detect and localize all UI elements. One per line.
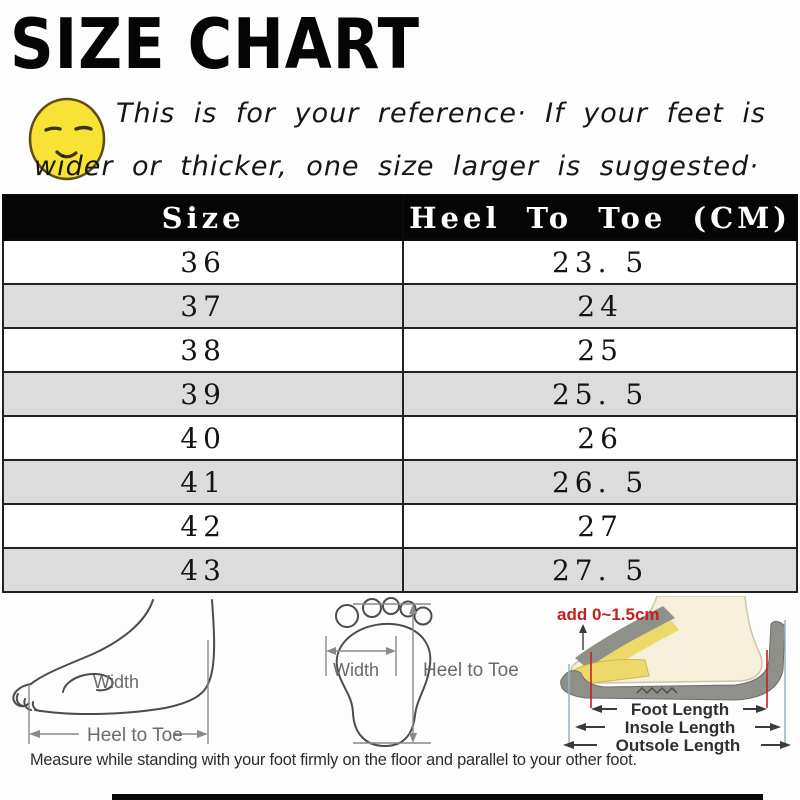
length-cell: 25. 5 (402, 371, 798, 417)
reference-note-line1: This is for your reference· If your feet… (116, 98, 766, 129)
length-cell: 26. 5 (402, 459, 798, 505)
insole-length-label: Insole Length (625, 718, 736, 737)
measure-instruction: Measure while standing with your foot fi… (30, 750, 637, 769)
bottom-divider-bar (112, 794, 763, 800)
table-row: 39 25. 5 (1, 371, 798, 417)
size-cell: 42 (1, 503, 405, 549)
size-cell: 39 (1, 371, 405, 417)
table-row: 36 23. 5 (1, 239, 798, 285)
table-row: 38 25 (1, 327, 798, 373)
length-cell: 23. 5 (402, 239, 798, 285)
shoe-length-diagram: add 0~1.5cm Foot Length Insole Length Ou… (557, 596, 791, 755)
add-allowance-label: add 0~1.5cm (557, 605, 660, 624)
size-cell: 37 (1, 283, 405, 329)
smiley-icon (28, 97, 106, 181)
size-table: Size Heel To Toe (CM) 36 23. 5 37 24 38 … (1, 194, 798, 593)
table-header-row: Size Heel To Toe (CM) (1, 194, 798, 241)
length-cell: 27 (402, 503, 798, 549)
side-length-label: Heel to Toe (87, 725, 183, 746)
header-size: Size (1, 194, 405, 241)
outsole-length-label: Outsole Length (616, 736, 741, 755)
side-width-label: Width (93, 672, 139, 692)
size-cell: 41 (1, 459, 405, 505)
sole-length-label: Heel to Toe (423, 660, 519, 681)
size-cell: 36 (1, 239, 405, 285)
table-row: 37 24 (1, 283, 798, 329)
size-cell: 40 (1, 415, 405, 461)
table-row: 41 26. 5 (1, 459, 798, 505)
foot-side-view-diagram: Width Heel to Toe (12, 599, 216, 746)
header-heel-to-toe: Heel To Toe (CM) (402, 194, 798, 241)
length-cell: 24 (402, 283, 798, 329)
size-cell: 43 (1, 547, 405, 593)
length-cell: 25 (402, 327, 798, 373)
length-cell: 27. 5 (402, 547, 798, 593)
reference-note-line2: wider or thicker, one size larger is sug… (34, 151, 759, 182)
page-title: SIZE CHART (10, 4, 420, 85)
sole-width-label: Width (333, 660, 379, 680)
table-row: 43 27. 5 (1, 547, 798, 593)
table-row: 40 26 (1, 415, 798, 461)
footprint-diagram: Width Heel to Toe (325, 597, 519, 747)
foot-length-label: Foot Length (631, 700, 729, 719)
size-cell: 38 (1, 327, 405, 373)
length-cell: 26 (402, 415, 798, 461)
table-row: 42 27 (1, 503, 798, 549)
